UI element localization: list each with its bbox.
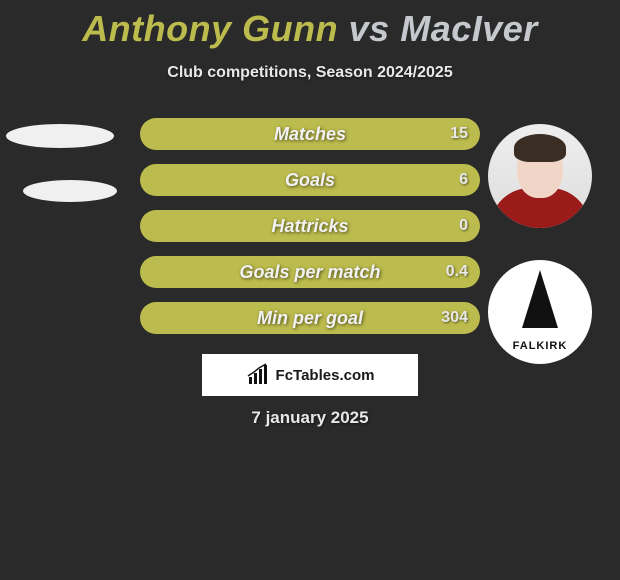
- bar-min-per-goal: Min per goal 304: [140, 302, 480, 334]
- attribution-text: FcTables.com: [276, 367, 375, 384]
- bar-goals: Goals 6: [140, 164, 480, 196]
- page-title: Anthony Gunn vs MacIver: [0, 0, 620, 50]
- bar-label: Matches: [274, 124, 346, 145]
- chart-icon: [246, 363, 270, 387]
- bar-label: Hattricks: [271, 216, 348, 237]
- subtitle: Club competitions, Season 2024/2025: [0, 64, 620, 82]
- title-vs: vs: [349, 8, 390, 49]
- bar-label: Min per goal: [257, 308, 363, 329]
- bar-label: Goals: [285, 170, 335, 191]
- bar-value-right: 15: [450, 125, 468, 143]
- bar-matches: Matches 15: [140, 118, 480, 150]
- attribution-badge: FcTables.com: [202, 354, 418, 396]
- title-player1: Anthony Gunn: [82, 8, 338, 49]
- bar-value-right: 6: [459, 171, 468, 189]
- title-player2: MacIver: [400, 8, 538, 49]
- bar-goals-per-match: Goals per match 0.4: [140, 256, 480, 288]
- bar-value-right: 304: [441, 309, 468, 327]
- date-label: 7 january 2025: [0, 408, 620, 428]
- bar-value-right: 0.4: [446, 263, 468, 281]
- comparison-chart: Matches 15 Goals 6 Hattricks 0 Goals per…: [0, 118, 620, 348]
- bar-value-right: 0: [459, 217, 468, 235]
- bar-label: Goals per match: [239, 262, 380, 283]
- bar-hattricks: Hattricks 0: [140, 210, 480, 242]
